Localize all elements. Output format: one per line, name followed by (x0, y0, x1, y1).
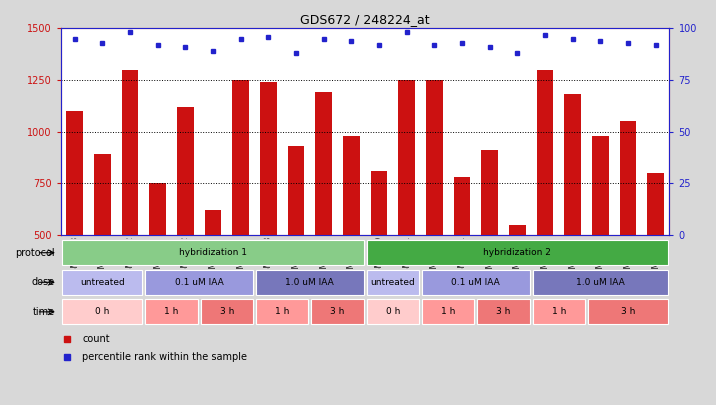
Text: 1 h: 1 h (441, 307, 455, 316)
Text: untreated: untreated (80, 278, 125, 287)
Bar (367, 270, 419, 295)
Text: protocol: protocol (15, 248, 55, 258)
Bar (205, 210, 221, 235)
Text: 0.1 uM IAA: 0.1 uM IAA (452, 278, 500, 287)
Text: 1 h: 1 h (275, 307, 289, 316)
Bar (288, 146, 304, 235)
Title: GDS672 / 248224_at: GDS672 / 248224_at (300, 13, 430, 26)
Bar (145, 299, 198, 324)
Text: 0 h: 0 h (386, 307, 400, 316)
Bar (343, 136, 359, 235)
Text: dose: dose (32, 277, 55, 287)
Text: 0.1 uM IAA: 0.1 uM IAA (175, 278, 223, 287)
Text: 1 h: 1 h (551, 307, 566, 316)
Bar (177, 107, 193, 235)
Bar (256, 270, 364, 295)
Bar (367, 240, 668, 265)
Text: hybridization 2: hybridization 2 (483, 248, 551, 257)
Bar (311, 299, 364, 324)
Bar (62, 299, 142, 324)
Bar (398, 80, 415, 235)
Text: 3 h: 3 h (220, 307, 234, 316)
Bar (62, 240, 364, 265)
Text: 3 h: 3 h (330, 307, 344, 316)
Bar (122, 70, 138, 235)
Bar (537, 70, 553, 235)
Bar (260, 82, 276, 235)
Bar (533, 299, 585, 324)
Bar (454, 177, 470, 235)
Bar (145, 270, 253, 295)
Bar (509, 224, 526, 235)
Bar (371, 171, 387, 235)
Bar (67, 111, 83, 235)
Text: 0 h: 0 h (95, 307, 110, 316)
Text: 3 h: 3 h (496, 307, 511, 316)
Text: 1 h: 1 h (165, 307, 179, 316)
Bar (477, 299, 530, 324)
Text: percentile rank within the sample: percentile rank within the sample (82, 352, 247, 362)
Text: 3 h: 3 h (621, 307, 635, 316)
Bar (426, 80, 442, 235)
Text: hybridization 1: hybridization 1 (179, 248, 247, 257)
Bar (94, 154, 111, 235)
Bar (422, 270, 530, 295)
Bar (619, 122, 637, 235)
Bar (200, 299, 253, 324)
Bar (481, 150, 498, 235)
Bar (256, 299, 309, 324)
Bar (315, 92, 332, 235)
Bar (422, 299, 475, 324)
Bar (62, 270, 142, 295)
Bar (367, 299, 419, 324)
Text: 1.0 uM IAA: 1.0 uM IAA (286, 278, 334, 287)
Bar (533, 270, 668, 295)
Text: count: count (82, 334, 110, 344)
Bar (150, 183, 166, 235)
Bar (588, 299, 668, 324)
Text: time: time (33, 307, 55, 317)
Bar (592, 136, 609, 235)
Bar (647, 173, 664, 235)
Bar (233, 80, 249, 235)
Text: untreated: untreated (370, 278, 415, 287)
Bar (564, 94, 581, 235)
Text: 1.0 uM IAA: 1.0 uM IAA (576, 278, 624, 287)
